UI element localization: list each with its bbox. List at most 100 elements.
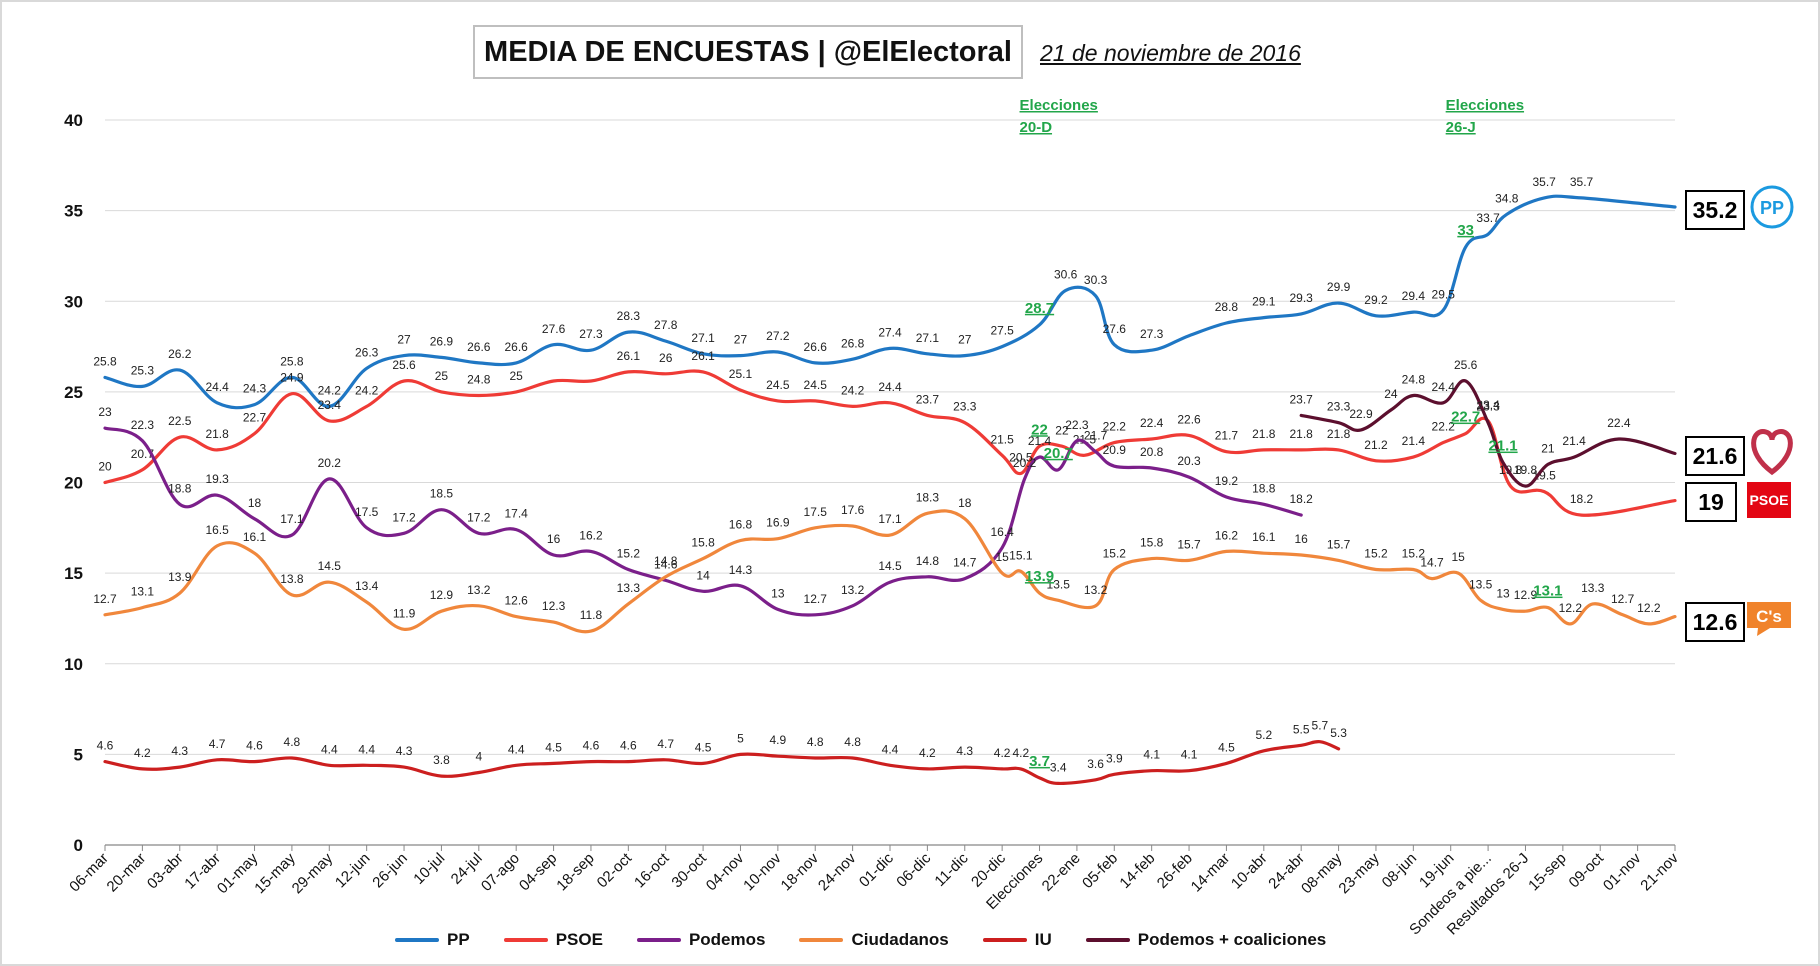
- x-tick-label: 23-may: [1335, 849, 1383, 897]
- x-tick-label: 20-mar: [104, 850, 150, 896]
- legend-item-iu: IU: [982, 930, 1052, 950]
- data-label-psoe: 24.2: [355, 383, 379, 397]
- data-label-psoe: 24.5: [804, 378, 828, 392]
- data-label-iu: 4.4: [321, 742, 338, 756]
- data-label-ciudadanos: 18: [958, 496, 972, 510]
- data-label-ciudadanos: 13: [1496, 586, 1510, 600]
- data-label-pp: 24.4: [205, 380, 229, 394]
- series-line-podemos: [103, 426, 1303, 617]
- x-tick-label: 05-feb: [1079, 850, 1121, 892]
- data-label-ciudadanos: 12.2: [1637, 601, 1661, 615]
- data-label-iu: 4.5: [545, 740, 562, 754]
- data-label-podemos: 21.7: [1084, 429, 1108, 443]
- pp-logo-text: PP: [1760, 198, 1784, 218]
- data-label-ciudadanos: 11.8: [580, 608, 603, 622]
- data-label-iu: 4.2: [919, 746, 936, 760]
- data-label-podemos: 20.9: [1103, 443, 1127, 457]
- data-label-psoe: 24.4: [878, 380, 902, 394]
- data-label-pp: 27.1: [916, 331, 940, 345]
- data-label-ciudadanos: 13.5: [1047, 577, 1071, 591]
- legend-item-podemos: Podemos: [636, 930, 766, 950]
- data-label-iu: 4.2: [1012, 746, 1029, 760]
- data-label-ciudadanos: 15.2: [1402, 547, 1426, 561]
- data-label-iu: 4.1: [1143, 748, 1160, 762]
- data-label-pp: 26.8: [841, 336, 865, 350]
- data-label-iu: 4.8: [284, 735, 301, 749]
- data-label-ciudadanos: 11.9: [393, 606, 416, 620]
- data-label-ciudadanos: 12.7: [93, 592, 117, 606]
- data-label-podemos: 20.3: [1177, 454, 1201, 468]
- x-tick-label: 07-ago: [478, 850, 523, 895]
- data-label-pp: 27.5: [990, 324, 1014, 338]
- y-tick-label: 15: [64, 564, 83, 583]
- x-tick-label: 06-dic: [893, 849, 934, 890]
- data-label-iu: 5.7: [1312, 719, 1329, 733]
- data-label-pp: 29.9: [1327, 280, 1351, 294]
- chart-title: MEDIA DE ENCUESTAS | @ElElectoral: [473, 25, 1023, 79]
- data-label-ciudadanos: 16.8: [729, 518, 753, 532]
- legend-label-podemos: Podemos: [688, 930, 766, 949]
- highlighted-label-ciudadanos: 13.1: [1533, 583, 1562, 600]
- data-label-podemos: 19.2: [1215, 474, 1239, 488]
- data-label-podemos: 14.7: [953, 556, 977, 570]
- y-tick-label: 40: [64, 111, 83, 130]
- data-label-psoe: 25.1: [729, 367, 753, 381]
- data-label-podemos-coaliciones: 22.9: [1349, 407, 1373, 421]
- data-label-podemos: 16.2: [579, 528, 603, 542]
- data-label-iu: 4.6: [620, 739, 637, 753]
- data-label-podemos: 20.2: [318, 456, 342, 470]
- data-label-podemos: 20.2: [1013, 456, 1037, 470]
- data-label-iu: 4.1: [1181, 748, 1198, 762]
- legend-label-podemos-coaliciones: Podemos + coaliciones: [1137, 930, 1327, 949]
- data-label-iu: 5.3: [1330, 726, 1347, 740]
- data-label-psoe: 26.1: [691, 349, 715, 363]
- data-label-iu: 4.4: [508, 742, 525, 756]
- pp-logo-icon: [1750, 185, 1794, 229]
- data-label-podemos: 18.8: [168, 481, 192, 495]
- x-tick-label: 03-abr: [144, 850, 187, 893]
- data-label-psoe: 21.8: [1290, 427, 1314, 441]
- legend-swatch-psoe: [503, 938, 548, 942]
- election-annotation-date: 26-J: [1446, 119, 1476, 136]
- data-label-pp: 26.2: [168, 347, 192, 361]
- chart-date: 21 de noviembre de 2016: [1040, 40, 1301, 66]
- data-label-psoe: 22.2: [1432, 420, 1456, 434]
- x-tick-label: 14-mar: [1188, 850, 1234, 896]
- data-label-ciudadanos: 15.1: [1009, 548, 1033, 562]
- data-label-ciudadanos: 12.7: [1611, 592, 1635, 606]
- x-tick-label: 01-dic: [856, 849, 897, 890]
- data-label-pp: 35.7: [1532, 175, 1556, 189]
- data-label-podemos: 19.3: [205, 472, 229, 486]
- legend-label-psoe: PSOE: [555, 930, 603, 949]
- data-label-podemos-coaliciones: 24: [1384, 387, 1398, 401]
- data-label-pp: 25.8: [93, 354, 117, 368]
- data-label-podemos: 18.2: [1290, 492, 1314, 506]
- data-label-podemos: 17.5: [355, 505, 379, 519]
- data-label-psoe: 21.5: [990, 432, 1014, 446]
- data-label-pp: 34.8: [1495, 191, 1519, 205]
- data-label-pp: 27.8: [654, 318, 678, 332]
- data-label-pp: 27.6: [1103, 322, 1127, 336]
- data-label-ciudadanos: 13.8: [280, 572, 304, 586]
- x-tick-label: 06-mar: [66, 850, 112, 896]
- psoe-logo-icon: [1747, 482, 1791, 518]
- legend-item-psoe: PSOE: [503, 930, 603, 950]
- data-label-pp: 25.8: [280, 354, 304, 368]
- data-label-podemos: 22.3: [1065, 418, 1089, 432]
- data-label-ciudadanos: 15.2: [1103, 547, 1127, 561]
- data-label-ciudadanos: 16.9: [766, 516, 790, 530]
- x-tick-label: 22-ene: [1039, 850, 1084, 895]
- data-label-podemos-coaliciones: 21.4: [1562, 434, 1586, 448]
- data-label-pp: 27.1: [691, 331, 715, 345]
- data-label-iu: 4.2: [994, 746, 1011, 760]
- data-label-pp: 26.6: [505, 340, 529, 354]
- data-label-psoe: 21.5: [1073, 432, 1097, 446]
- y-tick-label: 0: [74, 836, 83, 855]
- highlighted-label-pp: 33: [1457, 222, 1474, 239]
- data-label-ciudadanos: 15.7: [1177, 537, 1201, 551]
- psoe-logo-text: PSOE: [1750, 492, 1789, 508]
- legend-item-podemos-coaliciones: Podemos + coaliciones: [1085, 930, 1327, 950]
- series-line-pp: [103, 194, 1677, 410]
- data-label-pp: 27.2: [766, 329, 790, 343]
- data-label-ciudadanos: 18.3: [916, 490, 940, 504]
